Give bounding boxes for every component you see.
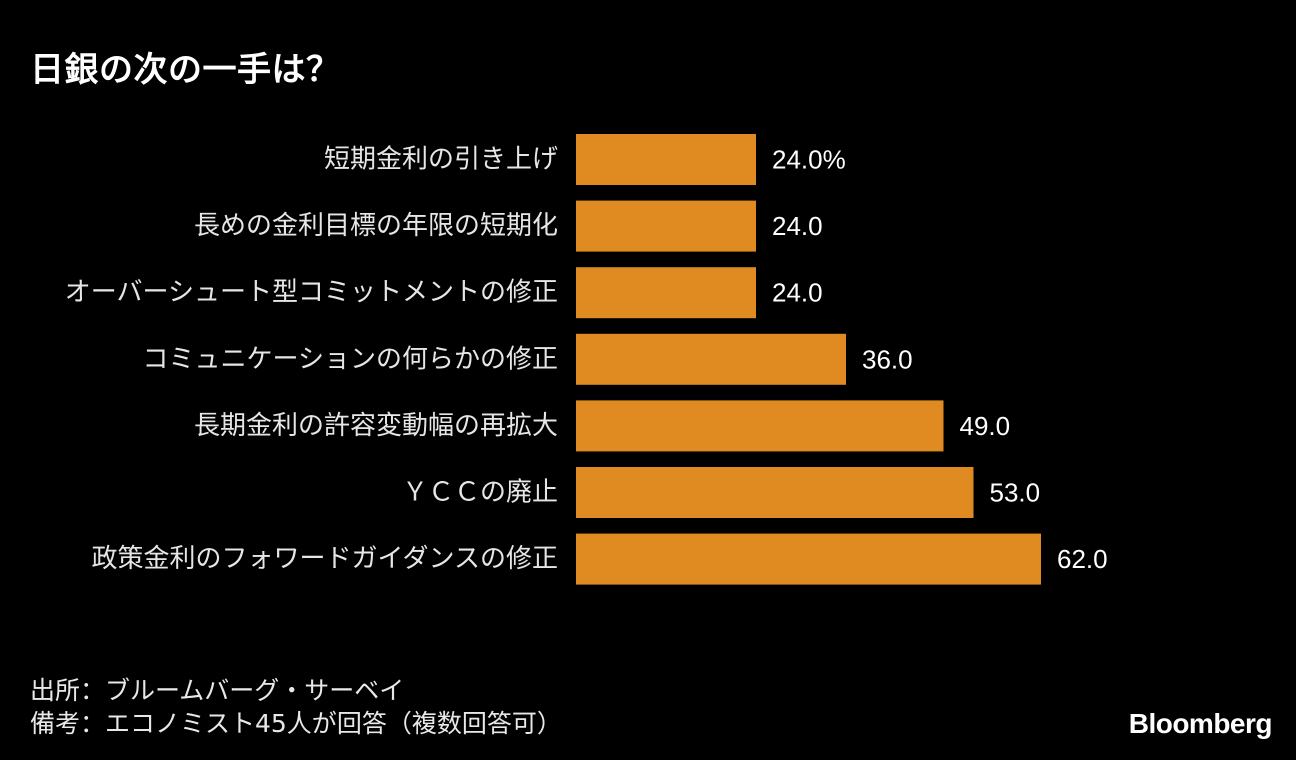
- bar: [576, 200, 756, 252]
- chart-footer: 出所：ブルームバーグ・サーベイ 備考：エコノミスト45人が回答（複数回答可）: [30, 674, 562, 740]
- bar-chart: 短期金利の引き上げ 24.0% 長めの金利目標の年限の短期化 24.0 オーバーシュート…: [65, 134, 1108, 585]
- data-label: 24.0%: [772, 145, 846, 175]
- category-label: 長めの金利目標の年限の短期化: [194, 211, 558, 241]
- data-label: 62.0: [1057, 544, 1108, 574]
- category-label: 短期金利の引き上げ: [324, 145, 558, 175]
- data-label: 36.0: [862, 344, 913, 374]
- bar: [576, 134, 756, 185]
- category-label: ＹＣＣの廃止: [402, 478, 558, 508]
- bar: [576, 467, 974, 518]
- bar: [576, 400, 944, 452]
- category-label: 長期金利の許容変動幅の再拡大: [194, 411, 558, 441]
- data-label: 24.0: [772, 278, 823, 308]
- data-label: 24.0: [772, 211, 823, 241]
- respondent-note: 備考：エコノミスト45人が回答（複数回答可）: [30, 709, 562, 738]
- bloomberg-logo: Bloomberg: [1128, 708, 1273, 739]
- bar: [576, 533, 1041, 585]
- source-note: 出所：ブルームバーグ・サーベイ: [30, 676, 405, 705]
- data-label: 49.0: [960, 411, 1011, 441]
- category-label: オーバーシュート型コミットメントの修正: [65, 278, 558, 308]
- chart-title: 日銀の次の一手は？: [30, 50, 341, 90]
- bar: [576, 333, 846, 385]
- bar: [576, 267, 756, 319]
- category-label: コミュニケーションの何らかの修正: [143, 344, 558, 374]
- category-label: 政策金利のフォワードガイダンスの修正: [92, 544, 558, 574]
- data-label: 53.0: [990, 478, 1041, 508]
